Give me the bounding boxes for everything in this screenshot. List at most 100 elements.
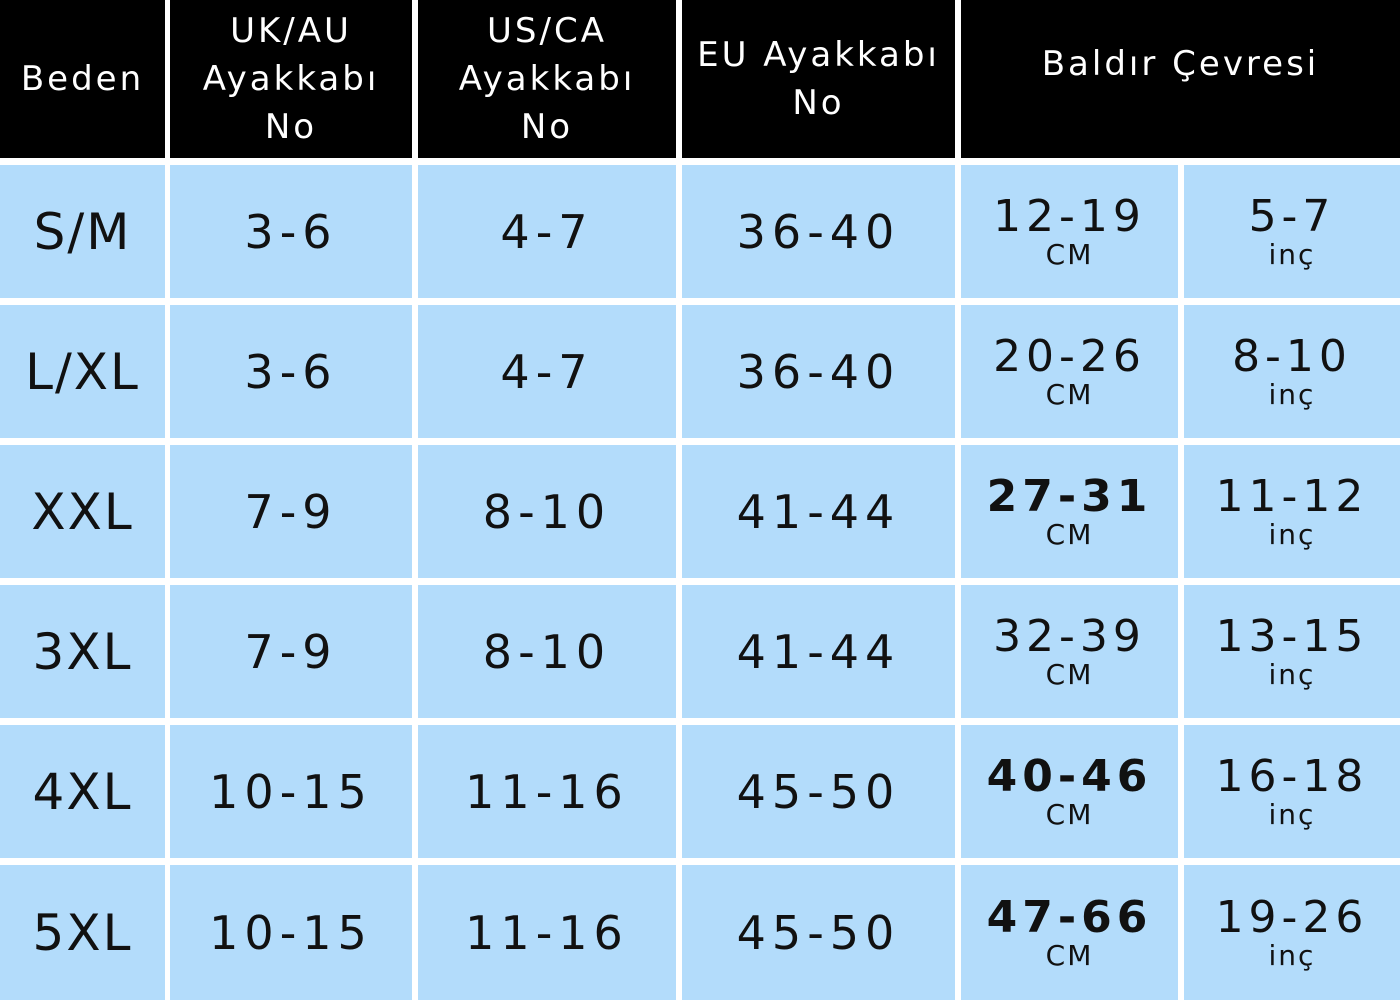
measure-unit: CM xyxy=(1045,237,1094,271)
shoe-size: 10-15 xyxy=(209,905,373,960)
measure-value: 27-31 xyxy=(986,470,1153,522)
value-cell: 41-44 xyxy=(682,585,955,718)
measure-unit: CM xyxy=(1045,377,1094,411)
measure-value: 16-18 xyxy=(1215,750,1369,802)
measure-value: 13-15 xyxy=(1215,610,1369,662)
value-cell: 10-15 xyxy=(170,725,412,858)
value-cell: 11-16 xyxy=(418,865,676,1000)
header-text: UK/AU xyxy=(230,11,352,51)
shoe-size: 36-40 xyxy=(736,344,901,399)
header-cell: UK/AU Ayakkabı No xyxy=(170,0,412,158)
header-text: Baldır Çevresi xyxy=(1041,44,1320,84)
size-label: 4XL xyxy=(32,762,133,821)
shoe-size: 4-7 xyxy=(500,204,594,259)
value-cell: 3-6 xyxy=(170,165,412,298)
size-label: L/XL xyxy=(25,342,140,401)
value-cell: 11-12 inç xyxy=(1184,445,1400,578)
value-cell: 8-10 inç xyxy=(1184,305,1400,438)
value-cell: 8-10 xyxy=(418,445,676,578)
measure-unit: inç xyxy=(1268,377,1316,411)
size-cell: 3XL xyxy=(0,585,165,718)
value-cell: 32-39 CM xyxy=(961,585,1178,718)
size-cell: 5XL xyxy=(0,865,165,1000)
value-cell: 8-10 xyxy=(418,585,676,718)
header-cell: Baldır Çevresi xyxy=(961,0,1400,158)
size-label: 5XL xyxy=(32,903,133,962)
size-label: S/M xyxy=(33,202,132,261)
measure-value: 32-39 xyxy=(993,610,1146,662)
shoe-size: 7-9 xyxy=(244,484,338,539)
header-text: Ayakkabı xyxy=(202,59,380,99)
size-cell: S/M xyxy=(0,165,165,298)
shoe-size: 7-9 xyxy=(244,624,338,679)
value-cell: 12-19 CM xyxy=(961,165,1178,298)
value-cell: 16-18 inç xyxy=(1184,725,1400,858)
measure-unit: inç xyxy=(1268,657,1316,691)
measure-value: 12-19 xyxy=(993,190,1146,242)
value-cell: 36-40 xyxy=(682,165,955,298)
measure-unit: CM xyxy=(1045,938,1094,972)
value-cell: 36-40 xyxy=(682,305,955,438)
measure-unit: inç xyxy=(1268,938,1316,972)
value-cell: 7-9 xyxy=(170,445,412,578)
value-cell: 5-7 inç xyxy=(1184,165,1400,298)
value-cell: 41-44 xyxy=(682,445,955,578)
value-cell: 10-15 xyxy=(170,865,412,1000)
value-cell: 4-7 xyxy=(418,165,676,298)
measure-value: 19-26 xyxy=(1215,891,1369,943)
shoe-size: 11-16 xyxy=(465,905,629,960)
shoe-size: 41-44 xyxy=(736,484,901,539)
measure-unit: inç xyxy=(1268,797,1316,831)
measure-value: 5-7 xyxy=(1248,190,1336,242)
size-cell: 4XL xyxy=(0,725,165,858)
shoe-size: 36-40 xyxy=(736,204,901,259)
measure-unit: inç xyxy=(1268,517,1316,551)
size-label: XXL xyxy=(31,482,134,541)
measure-unit: CM xyxy=(1045,517,1094,551)
shoe-size: 11-16 xyxy=(465,764,629,819)
measure-value: 40-46 xyxy=(986,750,1153,802)
shoe-size: 45-50 xyxy=(736,764,901,819)
measure-value: 8-10 xyxy=(1232,330,1352,382)
value-cell: 19-26 inç xyxy=(1184,865,1400,1000)
size-cell: XXL xyxy=(0,445,165,578)
measure-unit: CM xyxy=(1045,797,1094,831)
header-text: No xyxy=(520,107,574,147)
shoe-size: 10-15 xyxy=(209,764,373,819)
value-cell: 40-46 CM xyxy=(961,725,1178,858)
shoe-size: 8-10 xyxy=(482,484,612,539)
value-cell: 7-9 xyxy=(170,585,412,718)
header-cell: US/CA Ayakkabı No xyxy=(418,0,676,158)
measure-value: 11-12 xyxy=(1215,470,1369,522)
value-cell: 11-16 xyxy=(418,725,676,858)
header-text: Ayakkabı xyxy=(458,59,636,99)
header-text: EU Ayakkabı xyxy=(697,35,940,75)
measure-unit: inç xyxy=(1268,237,1316,271)
value-cell: 47-66 CM xyxy=(961,865,1178,1000)
shoe-size: 3-6 xyxy=(244,204,338,259)
measure-value: 47-66 xyxy=(986,891,1153,943)
value-cell: 13-15 inç xyxy=(1184,585,1400,718)
measure-unit: CM xyxy=(1045,657,1094,691)
header-text: Beden xyxy=(20,59,145,99)
header-cell: Beden xyxy=(0,0,165,158)
value-cell: 3-6 xyxy=(170,305,412,438)
header-cell: EU Ayakkabı No xyxy=(682,0,955,158)
header-text: No xyxy=(792,83,845,123)
value-cell: 27-31 CM xyxy=(961,445,1178,578)
shoe-size: 45-50 xyxy=(736,905,901,960)
value-cell: 4-7 xyxy=(418,305,676,438)
size-cell: L/XL xyxy=(0,305,165,438)
value-cell: 45-50 xyxy=(682,865,955,1000)
measure-value: 20-26 xyxy=(993,330,1146,382)
shoe-size: 3-6 xyxy=(244,344,338,399)
header-text: US/CA xyxy=(487,11,607,51)
value-cell: 45-50 xyxy=(682,725,955,858)
header-text: No xyxy=(264,107,318,147)
value-cell: 20-26 CM xyxy=(961,305,1178,438)
shoe-size: 41-44 xyxy=(736,624,901,679)
shoe-size: 4-7 xyxy=(500,344,594,399)
shoe-size: 8-10 xyxy=(482,624,612,679)
size-label: 3XL xyxy=(32,622,133,681)
